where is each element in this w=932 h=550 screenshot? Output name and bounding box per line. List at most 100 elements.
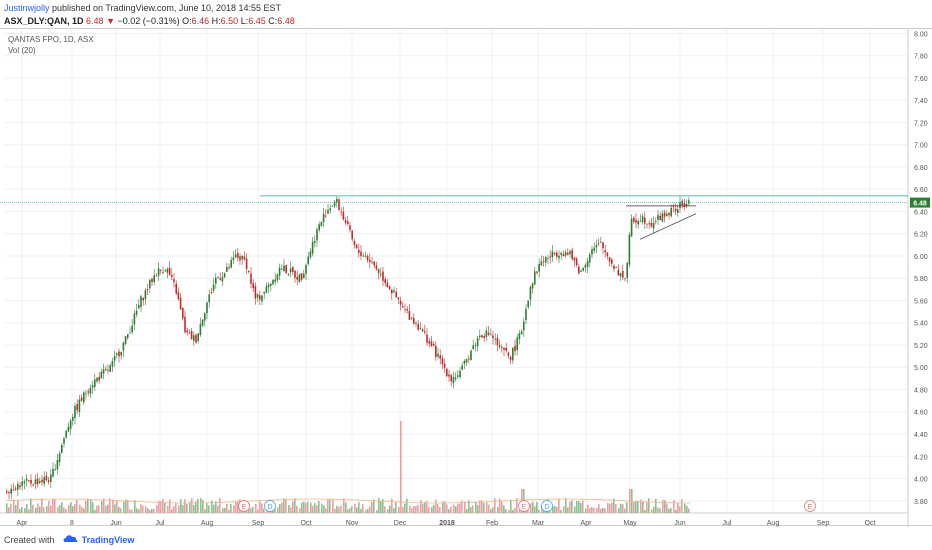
volume-bar [57, 507, 59, 513]
earnings-event-label: E [808, 504, 813, 511]
high-label: H: [211, 16, 221, 26]
candle-body [382, 271, 384, 281]
volume-bar [136, 508, 138, 513]
candle-body [578, 266, 580, 274]
x-tick-label: Dec [394, 520, 407, 527]
volume-bar [675, 509, 677, 513]
volume-bar [175, 502, 177, 513]
candle-body [309, 251, 312, 258]
volume-legend: Vol (20) [8, 46, 36, 55]
volume-bar [41, 498, 43, 513]
candle-body [140, 296, 142, 308]
candle-body [534, 271, 536, 285]
volume-bar [81, 507, 83, 513]
chart-pane[interactable]: 3.80 4.00 4.20 4.40 4.60 4.80 5.00 5.20 5.40 5.60… [0, 28, 932, 527]
candle-body [151, 278, 153, 283]
earnings-event-label: E [522, 504, 527, 511]
y-tick-label: 6.80 [914, 165, 928, 172]
volume-bar [101, 501, 103, 513]
volume-bar [351, 506, 353, 513]
volume-bar [479, 500, 481, 513]
volume-bar [312, 505, 314, 513]
candle-body [391, 289, 393, 294]
tradingview-brand[interactable]: TradingView [81, 535, 135, 545]
volume-bar [596, 507, 598, 513]
candle-body [265, 286, 268, 293]
volume-bar [532, 501, 534, 513]
volume-bar [127, 500, 129, 513]
volume-bar [299, 508, 301, 513]
volume-bar [114, 504, 116, 513]
volume-bar [169, 499, 171, 513]
tradingview-cloud-icon [63, 535, 78, 542]
candle-body [149, 279, 151, 289]
chart-svg[interactable]: 3.80 4.00 4.20 4.40 4.60 4.80 5.00 5.20 5.40 5.60… [0, 29, 932, 527]
y-tick-label: 3.80 [914, 499, 928, 506]
y-tick-label: 4.40 [914, 432, 928, 439]
candle-body [267, 284, 270, 288]
author-link[interactable]: Justinwjolly [4, 3, 50, 13]
published-text: published on TradingView.com, June 10, 2… [49, 3, 282, 13]
last-price: 6.48 [86, 16, 104, 26]
volume-bar [609, 503, 611, 513]
triangle-trendline [639, 213, 697, 240]
publish-header: Justinwjolly published on TradingView.co… [4, 3, 281, 13]
volume-bar [655, 498, 657, 513]
candle-body [69, 420, 72, 429]
volume-bar [494, 498, 496, 513]
volume-bar [92, 502, 94, 513]
candle-body [503, 348, 505, 350]
volume-bar [327, 498, 329, 513]
volume-bar [580, 502, 582, 513]
symbol-header: ASX_DLY:QAN, 1D 6.48 ▼ −0.02 (−0.31%) O:… [4, 16, 295, 26]
volume-bar [464, 501, 466, 513]
y-tick-label: 5.00 [914, 365, 928, 372]
candle-body [428, 341, 430, 344]
candle-body [679, 202, 681, 209]
volume-bar [290, 507, 292, 513]
candle-body [83, 392, 85, 403]
volume-bar [358, 502, 360, 513]
candle-body [206, 302, 208, 314]
volume-bar [107, 504, 109, 513]
volume-bar [145, 506, 147, 513]
candle-body [204, 313, 206, 321]
volume-bar [668, 508, 670, 513]
volume-bar [492, 507, 494, 513]
candle-body [624, 278, 626, 280]
candle-body [432, 343, 435, 346]
volume-bar [356, 507, 358, 513]
dividend-event-label: D [544, 504, 549, 511]
candle-body [120, 351, 122, 356]
volume-bar [321, 503, 323, 513]
volume-bar [343, 498, 345, 513]
candle-body [162, 271, 164, 273]
candle-body [314, 240, 316, 243]
candle-body [171, 275, 173, 277]
candle-body [208, 294, 210, 303]
candle-body [463, 360, 466, 364]
volume-bar [651, 509, 653, 513]
volume-bar [19, 509, 21, 513]
volume-bar [666, 503, 668, 513]
volume-bar [571, 500, 573, 513]
volume-bar [13, 499, 15, 513]
candle-body [193, 335, 195, 341]
candle-body [490, 334, 492, 336]
volume-bar [72, 506, 74, 513]
y-tick-label: 5.40 [914, 321, 928, 328]
candle-body [683, 203, 686, 208]
volume-bar [303, 501, 305, 513]
candle-body [355, 244, 358, 249]
dividend-event-label: D [267, 504, 272, 511]
candle-body [252, 283, 254, 289]
volume-bar [230, 503, 232, 513]
volume-ma-line [5, 498, 690, 504]
volume-bar [277, 507, 279, 513]
last-price-tag-label: 6.48 [913, 201, 927, 208]
candle-body [655, 221, 657, 223]
high-value: 6.50 [220, 16, 239, 26]
volume-bar [90, 499, 92, 513]
candle-body [329, 208, 331, 211]
candle-body [311, 241, 314, 254]
